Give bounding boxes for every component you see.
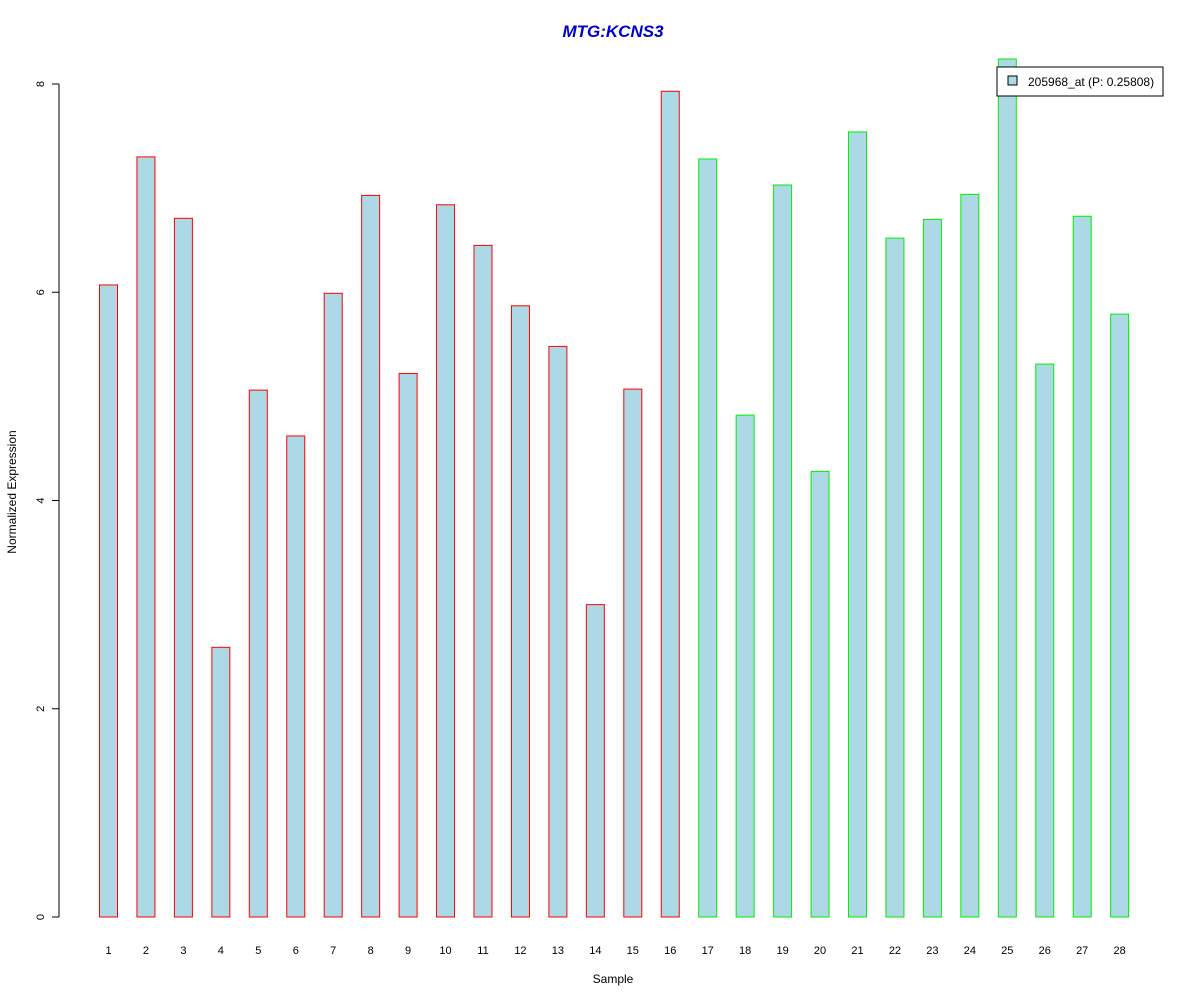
chart-title: MTG:KCNS3 (562, 22, 664, 41)
x-tick-label: 6 (293, 945, 299, 957)
x-tick-label: 1 (105, 945, 111, 957)
bar-sample-14 (585, 604, 605, 918)
bar-sample-8 (361, 194, 381, 918)
x-tick-label: 22 (889, 945, 901, 957)
bar-sample-15 (623, 388, 643, 918)
x-tick-label: 16 (664, 945, 676, 957)
bar-sample-7 (323, 292, 343, 918)
y-axis: 0 2 4 6 8 (35, 81, 60, 920)
bar-sample-17 (698, 158, 718, 918)
bar-sample-9 (398, 372, 418, 918)
bar-sample-18 (735, 414, 755, 918)
y-tick-label: 0 (35, 914, 47, 920)
bar-sample-13 (548, 345, 568, 918)
bar-sample-11 (473, 244, 493, 918)
x-tick-label: 10 (439, 945, 451, 957)
bar-sample-1 (99, 284, 118, 918)
x-tick-label: 26 (1039, 945, 1051, 957)
x-tick-label: 15 (627, 945, 639, 957)
x-tick-labels: 1 2 3 4 5 6 7 8 9 10 11 12 13 14 15 16 17 18 19 20 21 22 23 24 2… (105, 945, 1125, 957)
legend-swatch (1007, 75, 1018, 86)
bars (99, 58, 1130, 918)
x-tick-label: 12 (514, 945, 526, 957)
bar-sample-23 (922, 218, 942, 918)
bar-sample-3 (173, 217, 193, 918)
bar-sample-12 (510, 305, 530, 918)
bar-sample-22 (885, 237, 905, 918)
x-tick-label: 20 (814, 945, 826, 957)
bar-sample-16 (660, 90, 680, 918)
x-tick-label: 13 (552, 945, 564, 957)
bar-sample-24 (960, 193, 980, 918)
x-tick-label: 7 (330, 945, 336, 957)
x-tick-label: 8 (368, 945, 374, 957)
x-tick-label: 28 (1114, 945, 1126, 957)
bar-sample-21 (848, 131, 867, 918)
x-tick-label: 18 (739, 945, 751, 957)
bar-sample-4 (211, 646, 231, 918)
x-tick-label: 27 (1076, 945, 1088, 957)
x-tick-label: 4 (218, 945, 224, 957)
x-tick-label: 14 (589, 945, 601, 957)
bar-sample-5 (248, 389, 268, 918)
legend-label: 205968_at (P: 0.25808) (1028, 75, 1154, 89)
bar-sample-10 (436, 204, 456, 918)
y-tick-label: 2 (35, 706, 47, 712)
y-axis-title: Normalized Expression (5, 430, 19, 553)
bar-sample-6 (286, 435, 306, 918)
bar-sample-2 (136, 156, 156, 918)
bar-sample-26 (1035, 363, 1055, 918)
x-tick-label: 5 (255, 945, 261, 957)
legend: 205968_at (P: 0.25808) (996, 66, 1164, 97)
bar-sample-20 (810, 470, 830, 918)
y-tick-label: 6 (35, 289, 47, 295)
bar-sample-27 (1072, 215, 1092, 918)
legend-box (996, 66, 1164, 97)
x-axis-title: Sample (593, 972, 634, 986)
y-tick-label: 8 (35, 81, 47, 87)
y-tick-label: 4 (35, 497, 47, 503)
bar-sample-25 (997, 58, 1017, 918)
bar-sample-28 (1110, 313, 1130, 918)
x-tick-label: 2 (143, 945, 149, 957)
x-tick-label: 25 (1001, 945, 1013, 957)
x-tick-label: 17 (702, 945, 714, 957)
bar-sample-19 (773, 184, 793, 918)
x-tick-label: 3 (180, 945, 186, 957)
x-tick-label: 19 (776, 945, 788, 957)
x-tick-label: 11 (477, 945, 488, 957)
x-tick-label: 24 (964, 945, 976, 957)
x-tick-label: 23 (926, 945, 938, 957)
x-tick-label: 21 (851, 945, 863, 957)
x-tick-label: 9 (405, 945, 411, 957)
